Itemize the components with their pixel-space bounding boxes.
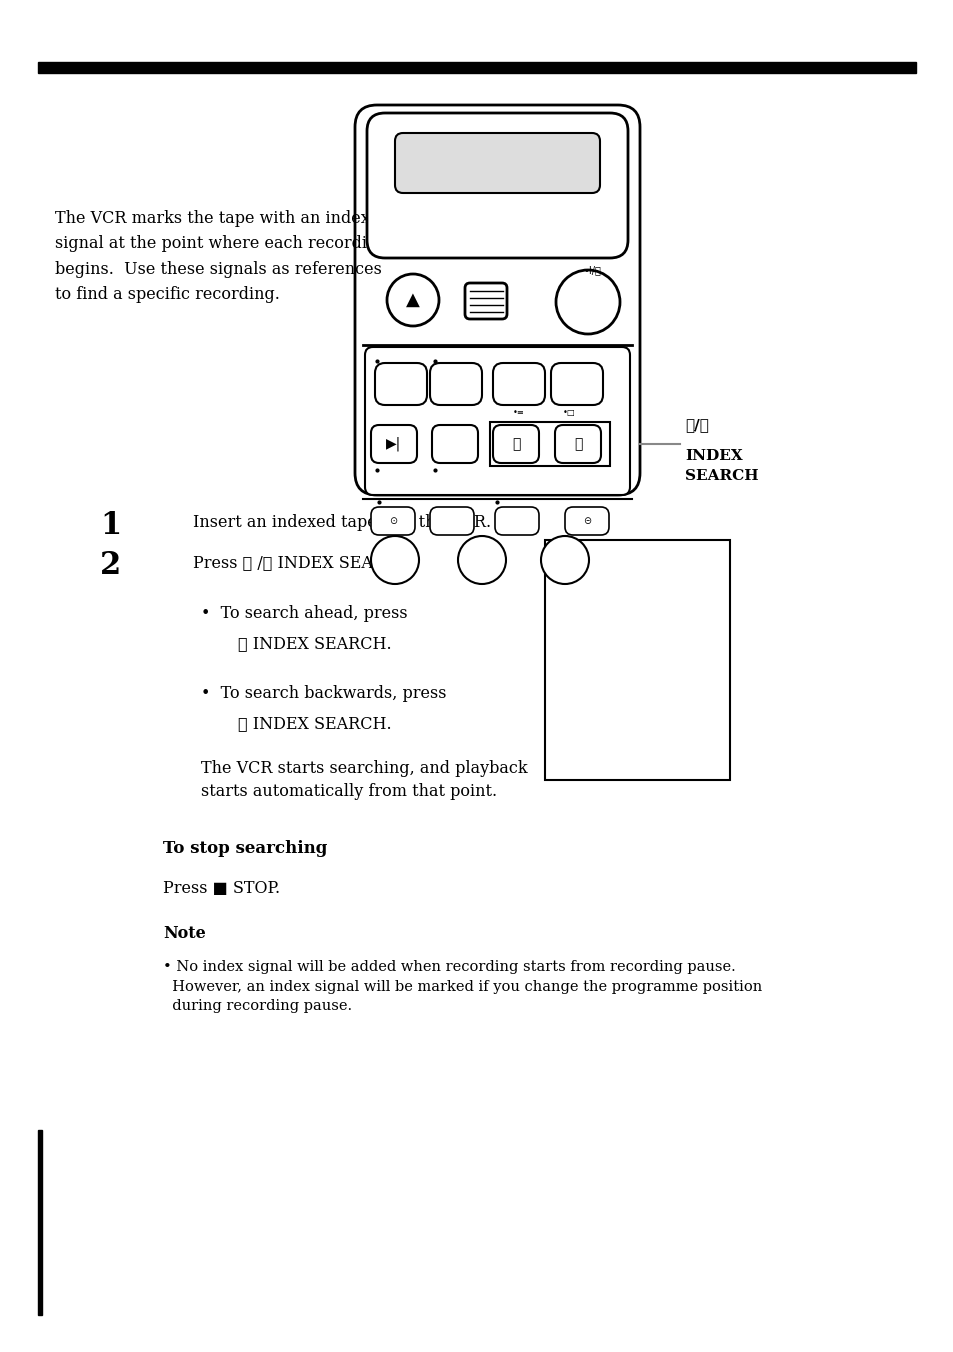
Bar (544, 539, 729, 780)
Text: •  To search ahead, press: • To search ahead, press (201, 604, 407, 622)
Text: •≡: •≡ (513, 408, 524, 418)
Text: ▶|: ▶| (386, 437, 401, 452)
Text: ⏮: ⏮ (511, 437, 519, 452)
FancyBboxPatch shape (430, 362, 481, 406)
Bar (490, 422, 609, 466)
Text: INDEX: INDEX (684, 449, 742, 462)
Text: 1: 1 (100, 510, 121, 541)
FancyBboxPatch shape (371, 507, 415, 535)
Text: Insert an indexed tape into the VCR.: Insert an indexed tape into the VCR. (193, 514, 491, 531)
Circle shape (540, 535, 588, 584)
Text: 2: 2 (100, 550, 121, 581)
FancyBboxPatch shape (395, 132, 599, 193)
Text: Press ᑊ /⏭ INDEX SEARCH.: Press ᑊ /⏭ INDEX SEARCH. (193, 554, 416, 571)
Circle shape (556, 270, 619, 334)
FancyBboxPatch shape (371, 425, 416, 462)
Text: The VCR starts searching, and playback
starts automatically from that point.: The VCR starts searching, and playback s… (201, 760, 527, 800)
Text: ⊝: ⊝ (582, 516, 591, 526)
Circle shape (371, 535, 418, 584)
Circle shape (387, 274, 438, 326)
Bar (38, 62, 915, 73)
FancyBboxPatch shape (495, 507, 538, 535)
FancyBboxPatch shape (564, 507, 608, 535)
FancyBboxPatch shape (493, 362, 544, 406)
FancyBboxPatch shape (551, 362, 602, 406)
Text: • No index signal will be added when recording starts from recording pause.
  Ho: • No index signal will be added when rec… (163, 960, 761, 1013)
Text: Press ■ STOP.: Press ■ STOP. (163, 880, 280, 896)
Text: ᑊ INDEX SEARCH.: ᑊ INDEX SEARCH. (237, 715, 392, 731)
Text: •  To search backwards, press: • To search backwards, press (201, 685, 446, 702)
Bar (38, 1130, 42, 1315)
FancyBboxPatch shape (464, 283, 506, 319)
Text: The VCR marks the tape with an index
signal at the point where each recording
be: The VCR marks the tape with an index sig… (55, 210, 387, 303)
FancyBboxPatch shape (555, 425, 600, 462)
Text: ▲: ▲ (406, 291, 419, 310)
Text: ⏭: ⏭ (573, 437, 581, 452)
FancyBboxPatch shape (432, 425, 477, 462)
FancyBboxPatch shape (430, 507, 474, 535)
Text: •□: •□ (562, 408, 575, 418)
Text: ᑊ/⏭: ᑊ/⏭ (684, 418, 708, 433)
Text: SEARCH: SEARCH (684, 469, 758, 483)
Text: To stop searching: To stop searching (163, 840, 327, 857)
FancyBboxPatch shape (355, 105, 639, 495)
FancyBboxPatch shape (493, 425, 538, 462)
Circle shape (457, 535, 505, 584)
Text: •I/⏻: •I/⏻ (582, 265, 600, 274)
Text: ⏭ INDEX SEARCH.: ⏭ INDEX SEARCH. (237, 635, 392, 652)
FancyBboxPatch shape (375, 362, 427, 406)
Text: ⊙: ⊙ (389, 516, 396, 526)
FancyBboxPatch shape (367, 114, 627, 258)
Text: Note: Note (163, 925, 206, 942)
FancyBboxPatch shape (365, 347, 629, 495)
